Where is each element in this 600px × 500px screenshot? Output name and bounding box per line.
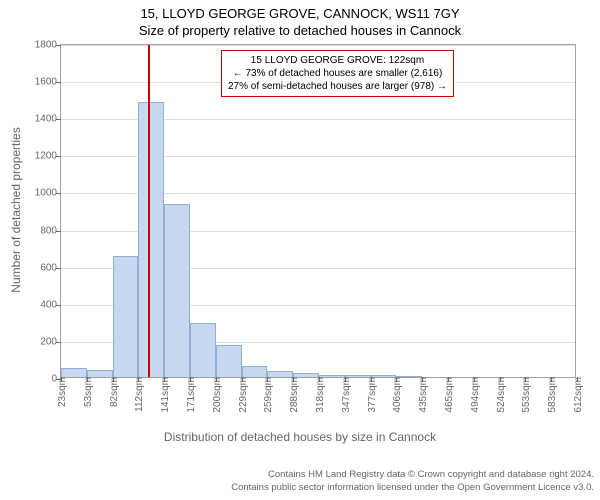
- histogram-bar: [216, 345, 242, 377]
- x-tick: 435sqm: [418, 377, 429, 413]
- y-tick: 200: [40, 336, 57, 347]
- x-tick: 583sqm: [547, 377, 558, 413]
- x-tick: 259sqm: [263, 377, 274, 413]
- y-tick: 1400: [35, 114, 57, 125]
- histogram-bar: [113, 256, 139, 377]
- histogram-bar: [242, 366, 268, 377]
- histogram-bar: [293, 373, 319, 377]
- y-axis-label: Number of detached properties: [9, 110, 23, 310]
- x-tick: 229sqm: [238, 377, 249, 413]
- annotation-box: 15 LLOYD GEORGE GROVE: 122sqm← 73% of de…: [221, 50, 454, 97]
- histogram-bar: [138, 102, 164, 377]
- annotation-line: ← 73% of detached houses are smaller (2,…: [228, 67, 447, 80]
- histogram-bar: [190, 323, 216, 377]
- y-tick: 1000: [35, 188, 57, 199]
- x-axis-label: Distribution of detached houses by size …: [0, 430, 600, 444]
- histogram-bar: [87, 370, 113, 377]
- annotation-line: 15 LLOYD GEORGE GROVE: 122sqm: [228, 54, 447, 67]
- histogram-bar: [61, 368, 87, 377]
- y-tick: 1200: [35, 151, 57, 162]
- x-tick: 465sqm: [444, 377, 455, 413]
- y-tick: 600: [40, 262, 57, 273]
- x-tick: 494sqm: [470, 377, 481, 413]
- y-tick: 1600: [35, 77, 57, 88]
- y-tick: 400: [40, 299, 57, 310]
- page-subtitle: Size of property relative to detached ho…: [0, 21, 600, 38]
- footer-attribution: Contains HM Land Registry data © Crown c…: [231, 469, 594, 494]
- histogram-bar: [345, 375, 371, 377]
- x-tick: 53sqm: [83, 377, 94, 407]
- histogram-bar: [267, 371, 293, 377]
- y-tick: 800: [40, 225, 57, 236]
- x-tick: 288sqm: [289, 377, 300, 413]
- histogram-bar: [319, 375, 345, 377]
- footer-line: Contains public sector information licen…: [231, 482, 594, 494]
- x-tick: 200sqm: [212, 377, 223, 413]
- annotation-line: 27% of semi-detached houses are larger (…: [228, 80, 447, 93]
- histogram-plot: 02004006008001000120014001600180023sqm53…: [60, 44, 576, 378]
- x-tick: 524sqm: [496, 377, 507, 413]
- x-tick: 112sqm: [134, 377, 145, 412]
- x-tick: 347sqm: [341, 377, 352, 413]
- x-tick: 377sqm: [367, 377, 378, 413]
- histogram-bar: [164, 204, 190, 377]
- page-title: 15, LLOYD GEORGE GROVE, CANNOCK, WS11 7G…: [0, 0, 600, 21]
- x-tick: 82sqm: [109, 377, 120, 407]
- x-tick: 553sqm: [521, 377, 532, 413]
- subject-marker-line: [148, 45, 150, 377]
- histogram-bar: [396, 376, 422, 377]
- footer-line: Contains HM Land Registry data © Crown c…: [231, 469, 594, 481]
- x-tick: 318sqm: [315, 377, 326, 413]
- x-tick: 23sqm: [57, 377, 68, 407]
- x-tick: 612sqm: [573, 377, 584, 413]
- x-tick: 406sqm: [392, 377, 403, 413]
- x-tick: 141sqm: [160, 377, 171, 413]
- y-tick: 1800: [35, 40, 57, 51]
- x-tick: 171sqm: [186, 377, 197, 413]
- histogram-bar: [371, 375, 397, 377]
